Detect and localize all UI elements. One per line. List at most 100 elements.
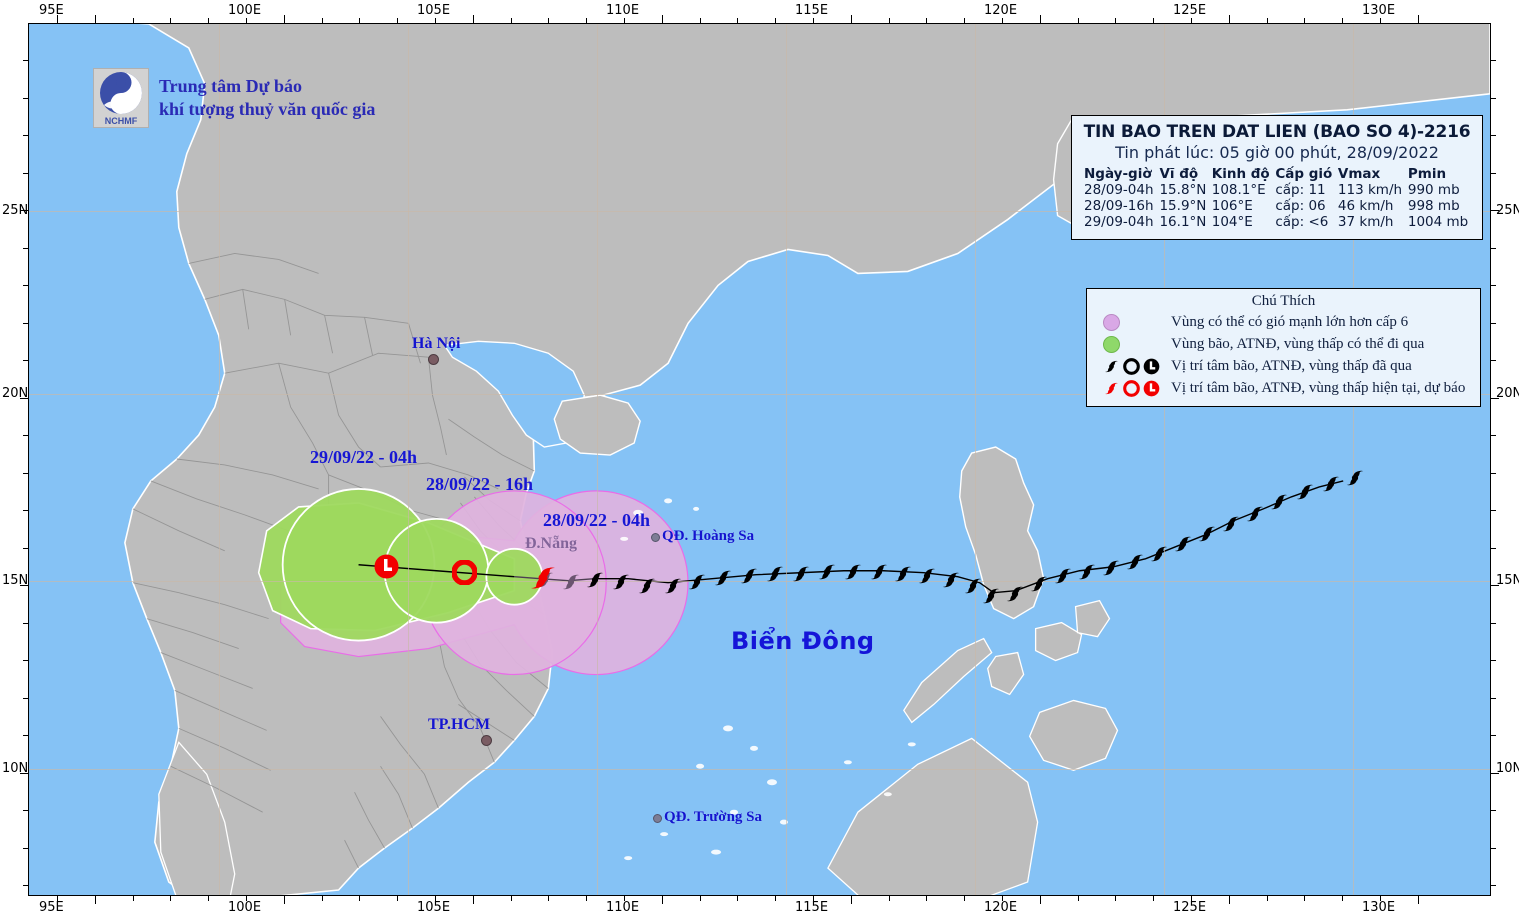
lon-tick-label-top-1: 100E [228, 3, 262, 18]
lon-tick-bottom-22 [888, 896, 890, 901]
gridline-lon-115e [786, 24, 787, 895]
col-lat: Vĩ độ [1159, 166, 1199, 182]
lon-tick-label-bottom-5: 120E [984, 900, 1018, 915]
lon-tick-label-top-0: 95E [39, 3, 64, 18]
past-track-cyclone-symbol [842, 561, 864, 583]
lon-tick-top-28 [1115, 18, 1117, 23]
lon-tick-label-top-3: 110E [606, 3, 640, 18]
lat-tick-right-2 [1491, 285, 1496, 286]
lon-tick-top-13 [548, 18, 550, 23]
recent-track-cyclone-symbol [560, 571, 582, 593]
lon-tick-bottom-10 [435, 896, 436, 901]
lat-tick-right-14 [1491, 735, 1496, 736]
cell-lon: 108.1°E [1211, 182, 1266, 198]
lat-tick-label-left-1: 20N [2, 386, 29, 401]
malay-peninsula [158, 741, 236, 895]
lat-tick-label-left-0: 25N [2, 203, 29, 218]
lat-tick-right-u2 [1491, 135, 1496, 136]
lat-tick-right-12 [1491, 660, 1496, 661]
lon-tick-bottom-1 [94, 896, 96, 904]
forecast-position-29-04h-symbol[interactable] [374, 554, 399, 579]
past-track-cyclone-symbol [916, 565, 938, 587]
col-lon: Kinh độ [1211, 166, 1270, 182]
cell-cap: cấp: 11 [1275, 182, 1326, 198]
lon-tick-top-14 [586, 18, 588, 23]
lon-tick-bottom-19 [775, 896, 777, 901]
black-low-icon [1143, 358, 1160, 374]
lon-tick-top-30 [1191, 18, 1192, 23]
lon-tick-top-24 [964, 18, 966, 23]
city-label-da-nang: Đ.Nẵng [525, 535, 578, 552]
forecast-label-0: 29/09/22 - 04h [310, 447, 418, 467]
cell-pmin: 1004 mb [1407, 214, 1469, 230]
nchmf-logo-text: NCHMF [105, 116, 138, 126]
lon-tick-bottom-17 [699, 896, 701, 901]
weather-map[interactable]: 29/09/22 - 04h 28/09/22 - 16h 28/09/22 -… [28, 23, 1491, 896]
lat-tick-left-15 [20, 772, 28, 774]
lon-tick-label-bottom-7: 130E [1362, 900, 1396, 915]
past-track-cyclone-symbol [1344, 467, 1366, 489]
lat-tick-right-16 [1491, 810, 1496, 811]
lon-tick-top-9 [397, 18, 399, 23]
cell-lat: 16.1°N [1159, 214, 1207, 230]
legend-symbol-violet-circle [1095, 313, 1171, 331]
past-track-cyclone-symbol [1052, 565, 1074, 587]
lon-tick-label-top-6: 125E [1173, 3, 1207, 18]
lat-tick-right-17 [1491, 847, 1496, 849]
lon-tick-label-bottom-4: 115E [795, 900, 829, 915]
table-row: 28/09-16h 15.9°N 106°E cấp: 06 46 km/h 998 mb [1082, 198, 1472, 214]
lon-tick-bottom-9 [397, 896, 399, 901]
lon-tick-label-top-5: 120E [984, 3, 1018, 18]
past-track-cyclone-symbol [980, 585, 1002, 607]
forecast-label-2: 28/09/22 - 04h [543, 510, 651, 530]
lon-tick-bottom-0 [57, 896, 58, 904]
past-track-cyclone-symbol [816, 561, 838, 583]
lon-tick-label-top-4: 115E [795, 3, 829, 18]
legend-panel: Chú Thích Vùng có thể có gió mạnh lớn hơ… [1086, 288, 1481, 407]
past-track-cyclone-symbol [790, 563, 812, 585]
lon-tick-label-top-2: 105E [417, 3, 451, 18]
lat-tick-left-0 [20, 210, 28, 211]
col-cap: Cấp gió [1275, 166, 1333, 182]
mindanao-island [1028, 699, 1119, 771]
past-track-cyclone-symbol [1004, 583, 1026, 605]
cell-lat: 15.8°N [1159, 182, 1207, 198]
past-track-cyclone-symbol [962, 575, 984, 597]
gridline-lon-100e [219, 24, 220, 895]
storm-info-panel: TIN BAO TREN DAT LIEN (BAO SO 4)-2216 Ti… [1071, 115, 1483, 240]
lat-tick-right-15 [1491, 772, 1499, 774]
lon-tick-bottom-33 [1304, 896, 1306, 901]
negros-island [986, 651, 1025, 696]
cell-pmin: 990 mb [1407, 182, 1460, 198]
lat-tick-right-u1 [1491, 172, 1496, 174]
lat-tick-right-4 [1491, 360, 1496, 361]
lat-tick-right-10 [1491, 585, 1499, 586]
col-pmin: Pmin [1407, 166, 1447, 182]
cell-cap: cấp: 06 [1275, 198, 1326, 214]
current-position-cyclone-symbol[interactable] [527, 562, 559, 594]
past-track-cyclone-symbol [868, 561, 890, 583]
lon-tick-bottom-36 [1417, 896, 1419, 904]
lon-tick-top-36 [1417, 15, 1419, 23]
lon-tick-top-25 [1002, 18, 1003, 23]
past-track-cyclone-symbol [1294, 481, 1316, 503]
org-caption: Trung tâm Dự báo khí tượng thuỷ văn quốc… [159, 75, 375, 122]
lon-tick-top-16 [661, 15, 663, 23]
past-track-cyclone-symbol [1320, 473, 1342, 495]
lon-tick-top-32 [1266, 18, 1268, 23]
lon-tick-bottom-8 [359, 896, 361, 901]
storm-forecast-table: Ngày-giờ Vĩ độ Kinh độ Cấp gió Vmax Pmin… [1082, 166, 1472, 230]
lon-tick-label-bottom-2: 105E [417, 900, 451, 915]
lat-tick-right-18 [1491, 885, 1496, 886]
legend-text-violet: Vùng có thể có gió mạnh lớn hơn cấp 6 [1171, 313, 1409, 330]
cell-vmax: 37 km/h [1337, 214, 1394, 230]
lon-tick-bottom-3 [170, 896, 172, 901]
lat-tick-label-right-0: 25N [1496, 203, 1519, 218]
past-track-cyclone-symbol [584, 569, 606, 591]
forecast-position-28-16h-symbol[interactable] [452, 560, 477, 585]
lon-tick-top-3 [170, 18, 172, 23]
nchmf-logo-block: NCHMF Trung tâm Dự báo khí tượng thuỷ vă… [93, 68, 375, 128]
lon-tick-top-5 [246, 18, 247, 23]
lon-tick-bottom-6 [283, 896, 285, 904]
lon-tick-bottom-18 [737, 896, 739, 901]
